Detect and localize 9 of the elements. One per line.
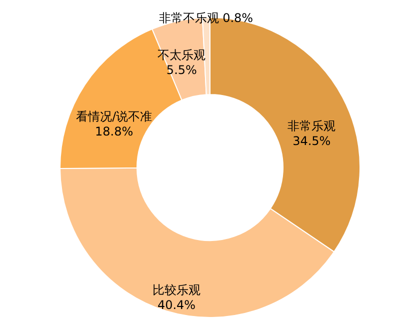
slice-label: 不太乐观 (158, 48, 206, 62)
slice-label: 比较乐观 (152, 283, 201, 298)
data-label: 40.4% (157, 298, 196, 312)
slice-label: 非常乐观 (288, 119, 336, 134)
slice-label: 看情况/说不准 (76, 110, 152, 124)
data-label: 5.5% (166, 63, 197, 78)
slice-label: 非常不乐观 0.8% (158, 11, 254, 26)
data-label: 34.5% (292, 134, 331, 148)
data-label: 18.8% (95, 124, 134, 139)
